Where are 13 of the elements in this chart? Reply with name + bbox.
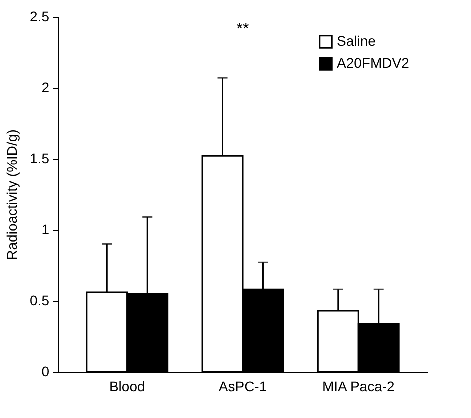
legend-label: Saline: [337, 33, 376, 49]
x-tick-label: MIA Paca-2: [322, 378, 396, 394]
y-tick-label: 2.5: [30, 8, 50, 24]
y-tick-label: 1: [42, 222, 50, 238]
x-tick-label: AsPC-1: [218, 378, 268, 394]
y-tick-label: 0.5: [30, 292, 50, 308]
annotation: **: [236, 21, 250, 38]
legend-label: A20FMDV2: [337, 55, 410, 71]
y-tick-label: 2: [42, 80, 50, 96]
y-tick-label: 0: [42, 364, 50, 380]
y-axis-title: Radioactivity (%ID/g): [4, 130, 20, 260]
x-tick-label: Blood: [109, 378, 146, 394]
y-tick-label: 1.5: [30, 150, 50, 166]
